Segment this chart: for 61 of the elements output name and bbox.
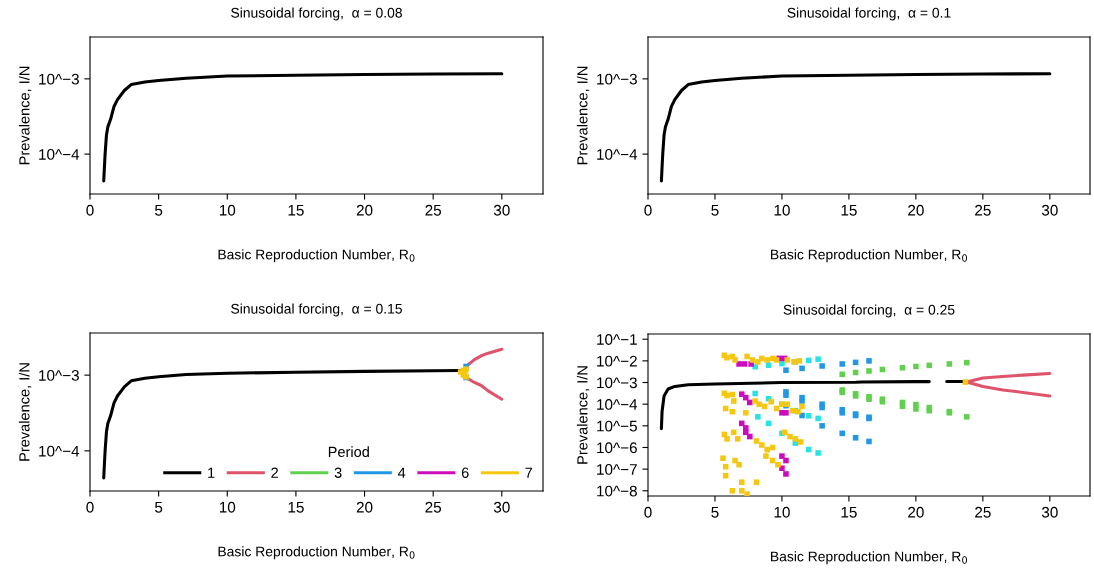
y-tick-label: 10^−3	[39, 369, 79, 381]
x-tick-label: 25	[425, 204, 442, 216]
x-tick-label: 5	[155, 204, 163, 216]
x-tick-label: 30	[493, 501, 510, 513]
x-tick-label: 15	[288, 501, 304, 513]
x-tick-label: 25	[975, 204, 991, 216]
x-tick-label: 20	[908, 204, 924, 216]
x-tick-label: 30	[1041, 506, 1058, 518]
y-tick-label: 10^−8	[597, 485, 637, 497]
x-tick-label: 10	[774, 506, 790, 518]
y-axis-title: Prevalence, I/N	[18, 363, 32, 461]
x-tick-label: 10	[219, 204, 236, 216]
y-axis-title: Prevalence, I/N	[576, 66, 590, 165]
x-tick-label: 5	[711, 204, 719, 216]
y-tick-label: 10^−4	[39, 148, 80, 160]
x-tick-label: 5	[155, 501, 163, 513]
x-tick-label: 25	[975, 506, 991, 518]
x-tick-label: 15	[841, 204, 857, 216]
x-axis-title: Basic Reproduction Number, R$_{0}$	[218, 249, 415, 263]
legend-label: 4	[397, 467, 406, 478]
x-tick-label: 20	[356, 501, 373, 513]
y-tick-label: 10^−5	[597, 420, 637, 432]
y-tick-label: 10^−1	[597, 334, 637, 345]
chart-title: Sinusoidal forcing, α = 0.08	[231, 7, 402, 21]
chart-title: Sinusoidal forcing, α = 0.1	[787, 7, 951, 21]
x-tick-label: 30	[1041, 204, 1058, 216]
x-tick-label: 30	[493, 204, 510, 216]
y-tick-label: 10^−3	[597, 377, 637, 389]
legend-label: 3	[334, 467, 342, 478]
chart-title: Sinusoidal forcing, α = 0.15	[231, 303, 402, 317]
legend-label: 6	[461, 467, 469, 478]
x-axis-title: Basic Reproduction Number, R$_{0}$	[771, 551, 968, 565]
y-tick-label: 10^−2	[597, 355, 637, 367]
y-tick-label: 10^−4	[597, 148, 638, 160]
x-tick-label: 15	[841, 506, 857, 518]
y-axis-title: Prevalence, I/N	[576, 366, 590, 464]
x-tick-label: 0	[644, 506, 652, 518]
legend-label: 2	[271, 467, 278, 478]
y-tick-label: 10^−4	[39, 445, 80, 457]
x-tick-label: 10	[219, 501, 236, 513]
x-tick-label: 10	[774, 204, 790, 216]
legend-title: Period	[328, 446, 369, 458]
y-tick-label: 10^−3	[39, 73, 79, 85]
x-tick-label: 0	[86, 204, 94, 216]
x-tick-label: 0	[644, 204, 652, 216]
x-tick-label: 15	[288, 204, 304, 216]
legend-label: 7	[525, 467, 533, 478]
y-tick-label: 10^−3	[597, 73, 637, 85]
y-axis-title: Prevalence, I/N	[18, 66, 32, 165]
y-tick-label: 10^−7	[597, 464, 637, 475]
x-tick-label: 0	[86, 501, 94, 513]
x-tick-label: 20	[356, 204, 373, 216]
y-tick-label: 10^−6	[597, 442, 637, 454]
legend-label: 1	[208, 467, 215, 478]
x-tick-label: 20	[908, 506, 924, 518]
x-axis-title: Basic Reproduction Number, R$_{0}$	[218, 546, 415, 560]
x-axis-title: Basic Reproduction Number, R$_{0}$	[771, 249, 968, 263]
y-tick-label: 10^−4	[597, 399, 638, 410]
x-tick-label: 25	[425, 501, 442, 513]
x-tick-label: 5	[711, 506, 719, 518]
chart-title: Sinusoidal forcing, α = 0.25	[783, 304, 955, 318]
